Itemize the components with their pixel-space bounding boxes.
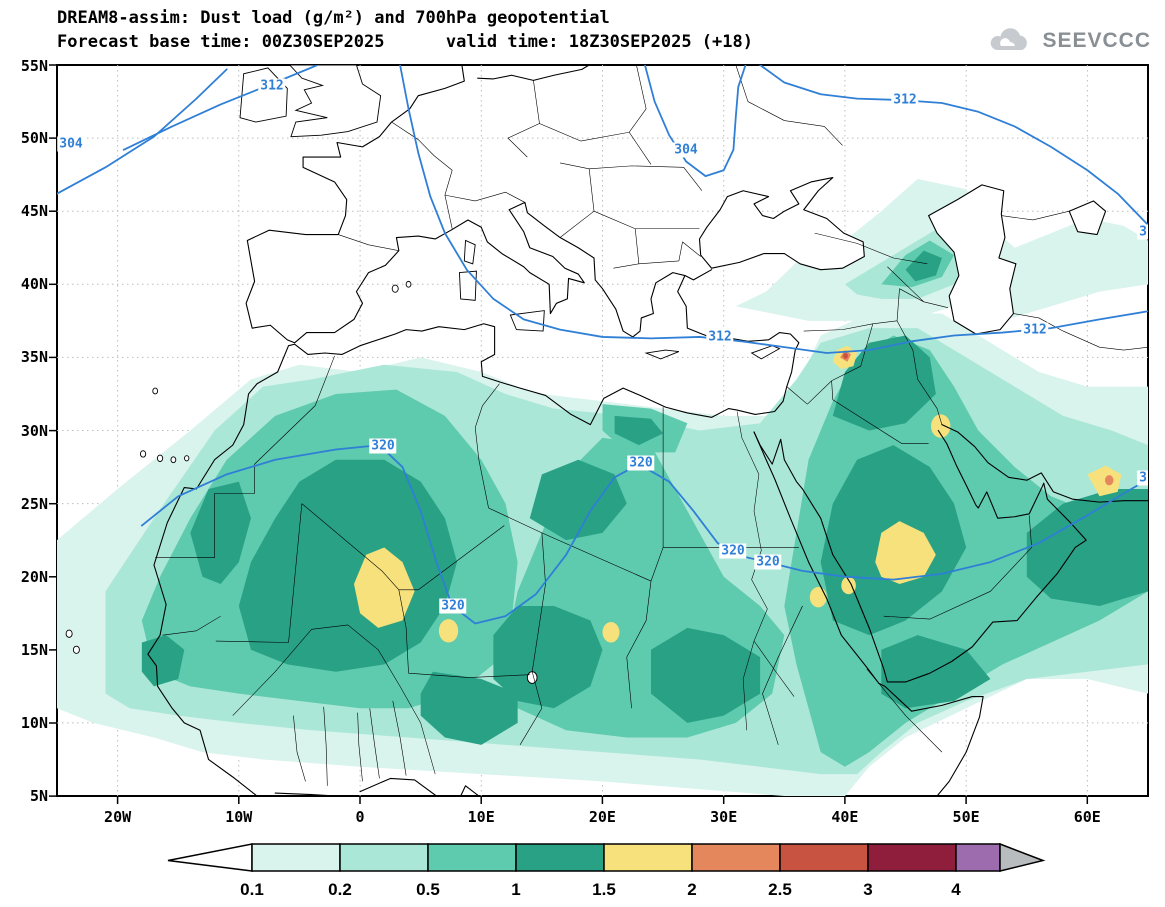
coastlines-layer [66,65,1148,796]
great-britain [290,65,381,137]
x-tick-label: 10E [468,808,495,826]
balearic-islands [392,281,411,292]
black-sea [699,178,864,270]
aral-sea [1069,201,1105,235]
contour-304-balkans [645,65,746,176]
y-tick-label: 30N [21,422,48,440]
axis-ticks [49,64,1089,804]
contour-label-304: 304 [672,142,700,158]
map-plot-area: 304 312 304 312 312 312 320 320 320 320 … [57,65,1148,796]
colorbar-box-0.2-0.5 [339,843,429,872]
caspian-sea [929,185,1016,334]
contour-label-320: 320 [719,543,747,559]
colorbar-label: 1 [511,880,520,899]
sinai-arabia-coast [754,431,1086,682]
y-tick-label: 35N [21,348,48,366]
y-tick-label: 40N [21,275,48,293]
y-axis-labels: 55N 50N 45N 40N 35N 30N 25N 20N 15N 10N … [21,57,48,805]
cyprus [752,346,780,359]
iran-south-coast [942,425,1148,502]
contour-312-ireland [124,65,318,150]
colorbar-label: 1.5 [592,880,616,899]
colorbar-label: 3 [863,880,872,899]
madeira [153,388,158,394]
colorbar-label: 2.5 [768,880,792,899]
geo-layer [57,65,1148,796]
ireland [240,68,287,122]
colorbar-below-arrow [167,843,253,872]
logo-text: SEEVCCC [1042,29,1151,52]
colorbar: 0.1 0.2 0.5 1 1.5 2 2.5 3 4 [167,842,1046,899]
corsica [464,240,475,263]
red-sea-west-horn-coast [754,432,983,796]
atlantic-europe-coast [246,65,464,343]
contour-304-atlantic [57,69,227,193]
x-tick-label: 40E [831,808,858,826]
canary-islands [140,451,188,463]
dust-level-1p5 [353,345,1122,643]
cloud-icon [991,28,1028,51]
y-tick-label: 5N [30,787,48,805]
colorbar-box-1-1.5 [515,843,605,872]
colorbar-oob-arrow [999,842,1046,872]
contour-label-312: 312 [1021,322,1049,338]
mediterranean-north-coast [295,202,712,342]
colorbar-box-above-4 [955,843,1001,872]
y-tick-label: 20N [21,568,48,586]
gulf-of-guinea-coast [275,778,479,796]
contour-312-mediterranean [400,65,1148,353]
baltic-coast [478,65,590,80]
colorbar-label: 0.5 [416,880,440,899]
contour-label-partial: 3 [1137,470,1148,486]
sea-shapes [527,178,1105,684]
x-tick-label: 60E [1074,808,1101,826]
colorbar-box-3-4 [867,843,957,872]
sardinia [459,271,476,300]
colorbar-box-1.5-2 [603,843,693,872]
contour-label-320: 320 [439,598,467,614]
dust-level-2p5 [843,353,848,359]
x-tick-label: 20E [589,808,616,826]
contour-label-312: 312 [891,92,919,108]
borders-layer [155,65,1148,786]
lake-chad [527,672,537,684]
contour-label-320: 320 [369,438,397,454]
colorbar-box-2.5-3 [779,843,869,872]
contour-label-320: 320 [754,554,782,570]
colorbar-label: 0.1 [240,880,264,899]
x-tick-label: 10W [225,808,253,826]
page-title: DREAM8-assim: Dust load (g/m²) and 700hP… [57,8,610,28]
x-tick-label: 0 [355,808,364,826]
y-tick-label: 25N [21,495,48,513]
contour-label-partial: 3 [1137,224,1148,240]
crete [646,350,679,359]
colorbar-box-2-2.5 [691,843,781,872]
forecast-time-subtitle: Forecast base time: 00Z30SEP2025 valid t… [57,32,753,52]
colorbar-label: 2 [687,880,696,899]
contour-label-312: 312 [258,78,286,94]
x-tick-label: 30E [710,808,737,826]
senegal-river [162,616,220,635]
colorbar-labels: 0.1 0.2 0.5 1 1.5 2 2.5 3 4 [240,880,961,899]
x-tick-label: 20W [104,808,132,826]
y-tick-label: 50N [21,129,48,147]
y-tick-label: 10N [21,714,48,732]
y-tick-label: 45N [21,202,48,220]
colorbar-box-0.1-0.2 [251,843,341,872]
contour-label-320: 320 [627,455,655,471]
contour-label-304: 304 [57,136,85,152]
contour-label-312: 312 [706,329,734,345]
y-tick-label: 55N [21,57,48,75]
niger-river [233,625,435,774]
y-tick-label: 15N [21,641,48,659]
colorbar-label: 4 [951,880,961,899]
colorbar-box-0.5-1 [427,843,517,872]
contour-312-north [760,65,1148,229]
seevccc-logo: SEEVCCC [984,26,1151,56]
cape-verde-islands [66,630,79,653]
x-axis-labels: 20W 10W 0 10E 20E 30E 40E 50E 60E [104,808,1101,826]
colorbar-label: 0.2 [328,880,352,899]
x-tick-label: 50E [953,808,980,826]
